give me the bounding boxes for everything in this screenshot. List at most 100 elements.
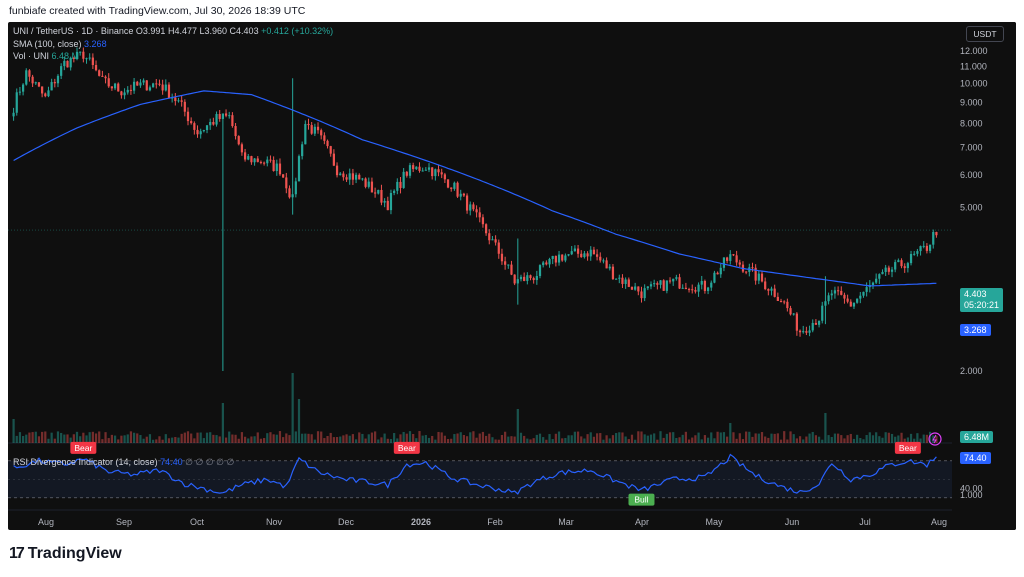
tradingview-logo[interactable]: 17 TradingView bbox=[9, 545, 122, 563]
candle-body bbox=[745, 271, 748, 273]
volume-bar bbox=[802, 439, 805, 443]
volume-bar bbox=[12, 419, 15, 443]
volume-bar bbox=[237, 438, 240, 443]
chart-canvas[interactable]: 12.000 11.000 10.000 9.000 8.000 7.000 6.000 5.… bbox=[8, 22, 1016, 530]
candle-body bbox=[890, 269, 894, 272]
candle-body bbox=[190, 121, 193, 124]
candle-body bbox=[85, 58, 88, 60]
volume-bar bbox=[421, 435, 424, 443]
volume-bar bbox=[44, 431, 47, 443]
volume-bar bbox=[323, 438, 326, 443]
price-tick-label: 1.000 bbox=[960, 490, 983, 500]
candle-body bbox=[266, 159, 269, 164]
volume-bar bbox=[361, 433, 364, 443]
candle-body bbox=[18, 91, 22, 93]
candle-body bbox=[567, 254, 570, 256]
volume-bar bbox=[675, 437, 678, 443]
volume-bar bbox=[202, 438, 205, 443]
volume-bar bbox=[745, 431, 748, 443]
candle-body bbox=[418, 166, 421, 171]
volume-bar bbox=[523, 435, 526, 443]
time-tick-label: Jun bbox=[785, 517, 800, 527]
volume-bar bbox=[193, 438, 196, 443]
candle-body bbox=[310, 125, 313, 134]
volume-bar bbox=[218, 436, 221, 443]
candle-body bbox=[611, 266, 615, 280]
volume-bar bbox=[887, 432, 890, 443]
sma-line bbox=[13, 90, 937, 287]
volume-bar bbox=[332, 437, 335, 443]
lightning-icon[interactable] bbox=[928, 432, 942, 446]
candle-body bbox=[107, 78, 110, 87]
volume-bar bbox=[900, 432, 903, 443]
candle-body bbox=[694, 290, 697, 292]
candle-body bbox=[852, 302, 856, 307]
volume-bar bbox=[155, 439, 158, 443]
candle-body bbox=[916, 251, 919, 254]
volume-bar bbox=[526, 438, 529, 443]
volume-bar bbox=[69, 437, 72, 443]
chart-frame[interactable]: 12.000 11.000 10.000 9.000 8.000 7.000 6.000 5.… bbox=[8, 22, 1016, 530]
volume-bar bbox=[500, 434, 504, 443]
volume-tag: 6.48M bbox=[960, 431, 994, 443]
candle-body bbox=[291, 194, 294, 198]
volume-bar bbox=[824, 413, 827, 443]
volume-bar bbox=[760, 432, 764, 443]
volume-bar bbox=[786, 439, 789, 443]
candle-body bbox=[760, 273, 764, 282]
volume-bar bbox=[415, 438, 418, 443]
candle-body bbox=[113, 83, 117, 89]
candle-body bbox=[28, 70, 31, 77]
candle-body bbox=[903, 266, 906, 269]
volume-label[interactable]: Vol · UNI bbox=[13, 51, 50, 61]
candle-body bbox=[75, 51, 79, 60]
candle-body bbox=[811, 322, 814, 331]
volume-bar bbox=[456, 433, 459, 443]
volume-bar bbox=[871, 435, 875, 443]
candle-body bbox=[358, 174, 361, 180]
volume-bar bbox=[75, 431, 79, 443]
volume-bar bbox=[171, 437, 174, 443]
volume-bar bbox=[710, 432, 713, 443]
sma-label[interactable]: SMA (100, close) bbox=[13, 38, 82, 49]
candle-body bbox=[462, 193, 466, 196]
symbol-label[interactable]: UNI / TetherUS · 1D · Binance bbox=[13, 26, 134, 36]
candle-body bbox=[627, 279, 630, 287]
candle-body bbox=[637, 286, 640, 292]
volume-bar bbox=[773, 433, 776, 443]
volume-bar bbox=[672, 432, 675, 443]
volume-bar bbox=[935, 435, 938, 443]
candle-body bbox=[830, 293, 833, 296]
candle-body bbox=[25, 70, 28, 85]
volume-bar bbox=[494, 439, 497, 443]
volume-bar bbox=[592, 436, 596, 443]
volume-bar bbox=[424, 435, 427, 443]
candle-body bbox=[523, 276, 526, 281]
candle-body bbox=[542, 262, 545, 266]
volume-bar bbox=[288, 435, 291, 443]
volume-bar bbox=[884, 432, 887, 443]
candle-body bbox=[205, 125, 209, 131]
price-tick-label: 2.000 bbox=[960, 366, 983, 376]
candle-body bbox=[751, 267, 754, 269]
volume-bar bbox=[345, 434, 348, 443]
candle-body bbox=[640, 291, 643, 299]
volume-bar bbox=[380, 437, 383, 443]
currency-unit-button[interactable]: USDT bbox=[966, 26, 1004, 42]
candle-body bbox=[123, 92, 126, 96]
volume-bar bbox=[399, 434, 402, 443]
candle-body bbox=[548, 258, 551, 265]
volume-bar bbox=[247, 438, 250, 443]
volume-bar bbox=[377, 439, 380, 443]
rsi-legend: RSI Divergence Indicator (14, close) 74.… bbox=[13, 457, 234, 468]
candle-body bbox=[136, 81, 139, 86]
candle-body bbox=[909, 254, 913, 264]
candle-body bbox=[307, 123, 310, 126]
volume-bar bbox=[228, 431, 231, 443]
candle-body bbox=[323, 135, 326, 141]
volume-bar bbox=[60, 432, 63, 443]
candle-body bbox=[478, 212, 481, 218]
candle-body bbox=[726, 257, 729, 261]
volume-bar bbox=[240, 432, 244, 443]
rsi-label[interactable]: RSI Divergence Indicator (14, close) bbox=[13, 457, 158, 467]
